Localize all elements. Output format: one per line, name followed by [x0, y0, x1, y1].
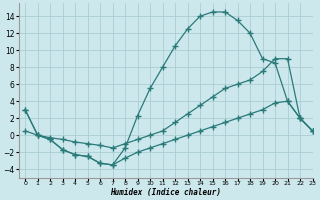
X-axis label: Humidex (Indice chaleur): Humidex (Indice chaleur): [110, 188, 221, 197]
